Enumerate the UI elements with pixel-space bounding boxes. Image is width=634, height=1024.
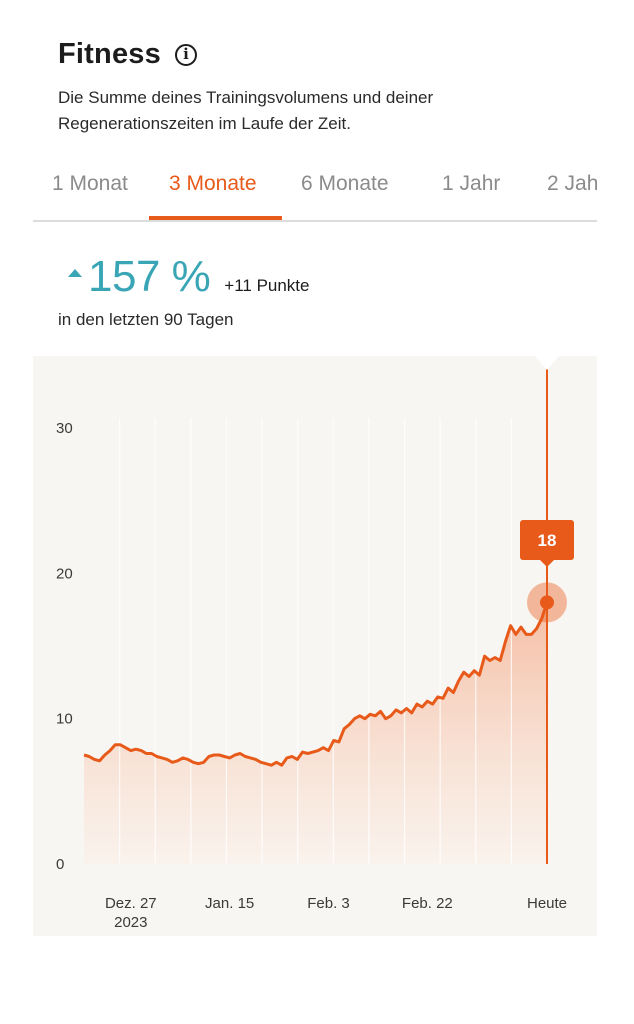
period-label: in den letzten 90 Tagen bbox=[58, 310, 234, 329]
change-points: +11 Punkte bbox=[224, 276, 310, 295]
info-icon[interactable]: i bbox=[174, 43, 197, 66]
x-tick-label: Jan. 15 bbox=[205, 895, 254, 912]
change-summary: 157 % +11 Punkte bbox=[68, 252, 310, 302]
value-callout bbox=[520, 520, 574, 560]
x-tick-label: Heute bbox=[527, 895, 567, 912]
cursor-point bbox=[540, 595, 554, 610]
change-percent: 157 % bbox=[88, 252, 211, 301]
header: Fitness i Die Summe deines Trainingsvolu… bbox=[58, 38, 618, 137]
x-tick-label: Feb. 3 bbox=[307, 895, 350, 912]
series-line bbox=[83, 601, 549, 767]
active-tab-indicator bbox=[149, 216, 282, 220]
fitness-chart[interactable]: 0 10 20 30 Dez. 27 2023 Jan. 15 Feb. 3 Feb. 22 He… bbox=[33, 356, 597, 936]
value-callout-pointer bbox=[540, 560, 554, 567]
trend-up-icon bbox=[68, 269, 82, 277]
cursor-notch bbox=[535, 356, 559, 370]
y-tick-label: 10 bbox=[56, 711, 73, 728]
chart-area-fill bbox=[84, 602, 547, 864]
y-tick-label: 20 bbox=[56, 565, 73, 582]
y-tick-label: 30 bbox=[56, 420, 73, 437]
x-tick-label: Dez. 27 bbox=[105, 895, 157, 912]
page-subtitle: Die Summe deines Trainingsvolumens und d… bbox=[58, 88, 434, 133]
x-tick-label: Feb. 22 bbox=[402, 895, 453, 912]
x-tick-sublabel: 2023 bbox=[114, 914, 147, 931]
tab-1-month[interactable]: 1 Monat bbox=[52, 172, 128, 195]
tab-3-months[interactable]: 3 Monate bbox=[169, 172, 257, 195]
chart-svg: 0 10 20 30 Dez. 27 2023 Jan. 15 Feb. 3 Feb. 22 He… bbox=[56, 356, 574, 931]
tab-2-years[interactable]: 2 Jahre bbox=[547, 172, 597, 195]
page-title: Fitness bbox=[58, 38, 161, 70]
title-row: Fitness i bbox=[58, 38, 618, 71]
time-range-tabs: 1 Monat 3 Monate 6 Monate 1 Jahr 2 Jahre bbox=[33, 160, 597, 222]
value-callout-label: 18 bbox=[538, 531, 557, 550]
y-tick-label: 0 bbox=[56, 856, 64, 873]
tab-1-year[interactable]: 1 Jahr bbox=[442, 172, 501, 195]
tab-6-months[interactable]: 6 Monate bbox=[301, 172, 389, 195]
